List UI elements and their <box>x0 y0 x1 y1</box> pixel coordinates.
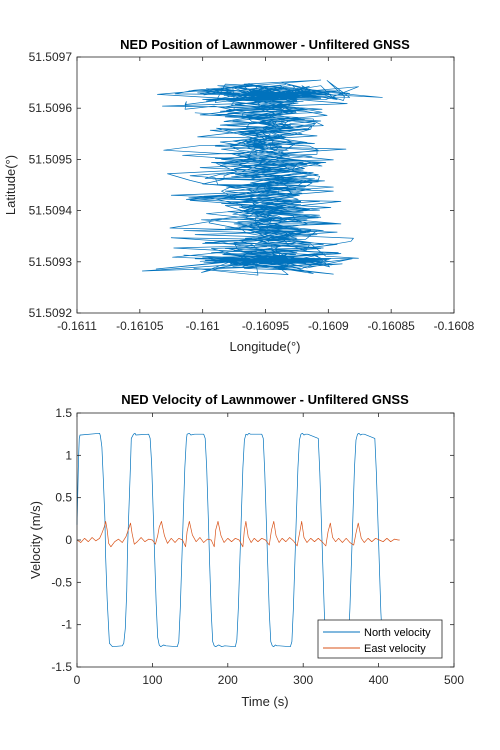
velocity-y-tick-label: 0.5 <box>55 491 72 505</box>
legend-label-north: North velocity <box>364 627 431 639</box>
position-x-label: Longitude(°) <box>230 339 301 354</box>
position-x-tick-label: -0.1608 <box>434 319 475 333</box>
position-x-tick-label: -0.16095 <box>242 319 290 333</box>
velocity-series-line-0 <box>76 432 399 648</box>
position-series <box>142 79 383 276</box>
position-x-tick-label: -0.16085 <box>367 319 415 333</box>
position-chart: NED Position of Lawnmower - Unfiltered G… <box>3 37 475 354</box>
position-series-line-0 <box>142 79 383 276</box>
velocity-chart-title: NED Velocity of Lawnmower - Unfiltered G… <box>121 392 409 407</box>
velocity-y-tick-label: -1 <box>61 618 72 632</box>
velocity-x-ticks: 0 100 200 300 400 500 <box>74 413 464 687</box>
velocity-y-tick-label: 0 <box>65 533 72 547</box>
velocity-series-line-1 <box>76 521 400 548</box>
position-chart-title: NED Position of Lawnmower - Unfiltered G… <box>120 37 410 52</box>
position-y-ticks: 51.5092 51.5093 51.5094 51.5095 51.5096 51.50… <box>29 50 454 320</box>
velocity-y-tick-label: -0.5 <box>51 575 72 589</box>
legend-label-east: East velocity <box>364 643 426 655</box>
velocity-y-tick-label: -1.5 <box>51 660 72 674</box>
position-y-tick-label: 51.5094 <box>29 204 73 218</box>
velocity-series <box>76 432 400 648</box>
position-y-tick-label: 51.5093 <box>29 255 73 269</box>
velocity-x-tick-label: 400 <box>369 673 389 687</box>
velocity-x-tick-label: 0 <box>74 673 81 687</box>
velocity-x-tick-label: 200 <box>218 673 238 687</box>
position-x-tick-label: -0.161 <box>186 319 220 333</box>
position-x-tick-label: -0.16105 <box>116 319 164 333</box>
position-x-tick-label: -0.1609 <box>308 319 349 333</box>
position-y-tick-label: 51.5095 <box>29 152 73 166</box>
velocity-x-tick-label: 500 <box>444 673 464 687</box>
velocity-y-tick-label: 1.5 <box>55 406 72 420</box>
velocity-y-tick-label: 1 <box>65 448 72 462</box>
position-x-ticks: -0.1611 -0.16105 -0.161 -0.16095 -0.1609 -0.1… <box>57 57 475 333</box>
velocity-x-label: Time (s) <box>241 694 288 709</box>
velocity-x-tick-label: 300 <box>293 673 313 687</box>
position-y-label: Latitude(°) <box>3 155 18 215</box>
velocity-x-tick-label: 100 <box>142 673 162 687</box>
velocity-legend: North velocity East velocity <box>317 619 443 659</box>
legend-box <box>317 619 443 659</box>
position-y-tick-label: 51.5092 <box>29 306 73 320</box>
velocity-y-label: Velocity (m/s) <box>28 501 43 579</box>
velocity-chart: NED Velocity of Lawnmower - Unfiltered G… <box>28 392 464 709</box>
position-y-tick-label: 51.5096 <box>29 101 73 115</box>
velocity-y-ticks: -1.5 -1 -0.5 0 0.5 1 1.5 <box>51 406 454 674</box>
position-x-tick-label: -0.1611 <box>57 319 97 333</box>
position-y-tick-label: 51.5097 <box>29 50 73 64</box>
